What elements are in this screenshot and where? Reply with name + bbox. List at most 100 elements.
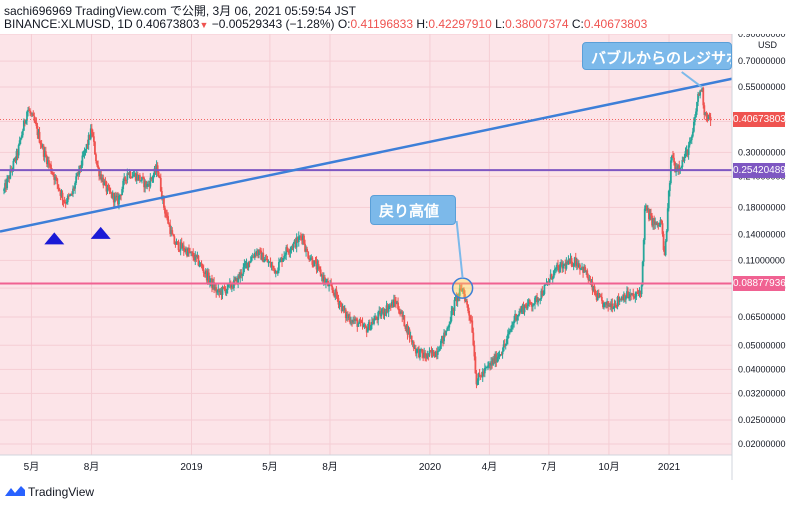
candle [92,131,95,146]
candle [584,264,587,273]
candle [338,300,341,310]
candle [638,287,641,298]
candle [151,175,154,183]
candle [62,199,65,207]
candle [55,175,58,182]
y-tick-label: 0.06500000 [738,312,786,322]
candle [106,184,109,195]
candle [656,221,659,228]
candle [404,325,407,332]
candle [566,260,569,265]
candle [53,171,56,186]
candle [639,290,642,299]
candle [661,220,664,237]
candle [271,261,274,271]
candle [650,208,652,221]
price-chart[interactable]: USD 0.900000000.700000000.550000000.4000… [0,34,800,480]
candle [340,302,343,314]
high-label: H: [416,17,429,31]
low-label: L: [495,17,506,31]
candle [659,217,662,228]
candle [203,272,206,278]
candle [102,174,105,189]
time-axis[interactable] [0,455,732,480]
candle [264,254,267,262]
candle [131,171,134,179]
candle [81,151,84,169]
y-tick-label: 0.04000000 [738,364,786,374]
candle [294,237,297,249]
candle [150,176,153,182]
candle [522,301,525,315]
candle [431,348,434,358]
candle [610,298,613,312]
candle [516,314,519,325]
candle [87,132,90,150]
candle [52,171,55,177]
candle [627,287,629,299]
candle [142,172,144,179]
open-label: O: [337,17,351,31]
candle [333,292,336,298]
candle [42,143,45,161]
candle [386,303,389,313]
candle [257,249,259,259]
candle [644,203,647,212]
candle [280,256,282,263]
candle [683,153,686,164]
candle [600,292,603,304]
candle [319,266,322,277]
candle [391,299,394,308]
candle [571,261,574,267]
candle [557,259,559,271]
candle [317,260,320,271]
candle [242,263,245,277]
candle [553,265,556,276]
candle [24,120,26,127]
candle [606,298,609,309]
candle [43,147,46,163]
candle [382,307,385,319]
candle [594,289,597,297]
candle [467,304,469,314]
candle [21,128,24,138]
candle [660,219,663,224]
candle [572,262,575,271]
candle [371,316,373,330]
candle [175,238,178,245]
candle [272,265,275,272]
candle [499,353,502,357]
candle [364,323,367,329]
candle [36,122,39,139]
candle [9,165,12,180]
candle [691,127,694,138]
pullback-high-callout[interactable]: 戻り高値 [370,195,456,225]
candle [550,273,553,280]
candle [84,148,87,156]
down-arrow-icon: ▼ [199,20,209,30]
candle [620,295,623,302]
candle [626,286,628,299]
candle [25,119,27,125]
trendline[interactable] [0,77,733,233]
candle [284,252,287,260]
grid [0,34,732,455]
candle [597,289,600,299]
y-tick-label: 0.14000000 [738,229,786,239]
candle [705,111,708,122]
candle [427,353,430,361]
candle [543,283,546,296]
candle [308,255,311,263]
candle [337,294,340,309]
candle [441,335,443,344]
candle [28,106,30,111]
price-axis[interactable] [732,34,800,455]
candle [360,319,363,323]
candle [216,289,219,295]
candle [72,185,74,198]
candle [89,124,92,141]
candle [588,274,591,281]
bubble-resistance-callout[interactable]: バブルからのレジサポ [582,42,732,70]
candle [520,305,523,314]
candle [245,258,248,269]
